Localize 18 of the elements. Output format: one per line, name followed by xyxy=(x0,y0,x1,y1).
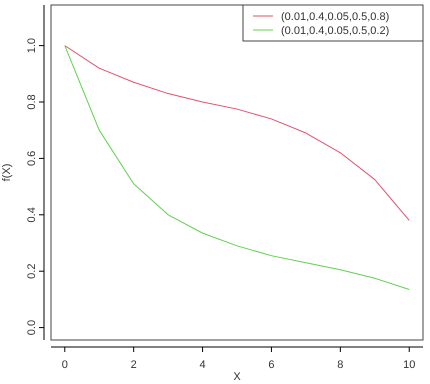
y-tick-label: 0.4 xyxy=(26,207,38,222)
y-tick-label: 0.0 xyxy=(26,320,38,336)
x-tick-label: 4 xyxy=(199,359,206,372)
line-series xyxy=(64,45,410,290)
legend-label: (0.01,0.4,0.05,0.5,0.2) xyxy=(281,25,390,37)
y-tick-label: 0.2 xyxy=(26,264,38,279)
x-tick-label: 2 xyxy=(130,359,137,372)
line-series xyxy=(64,45,410,221)
y-tick-label: 0.8 xyxy=(26,94,38,110)
legend-label: (0.01,0.4,0.05,0.5,0.8) xyxy=(281,11,390,23)
y-tick-label: 0.6 xyxy=(26,150,38,166)
x-axis-title: X xyxy=(233,371,242,383)
y-axis-title: f(X) xyxy=(1,164,13,182)
x-tick-label: 6 xyxy=(268,359,275,372)
x-tick-label: 8 xyxy=(337,359,344,372)
y-tick-label: 1.0 xyxy=(26,38,38,54)
x-tick-label: 10 xyxy=(403,359,416,372)
x-tick-label: 0 xyxy=(62,359,68,372)
